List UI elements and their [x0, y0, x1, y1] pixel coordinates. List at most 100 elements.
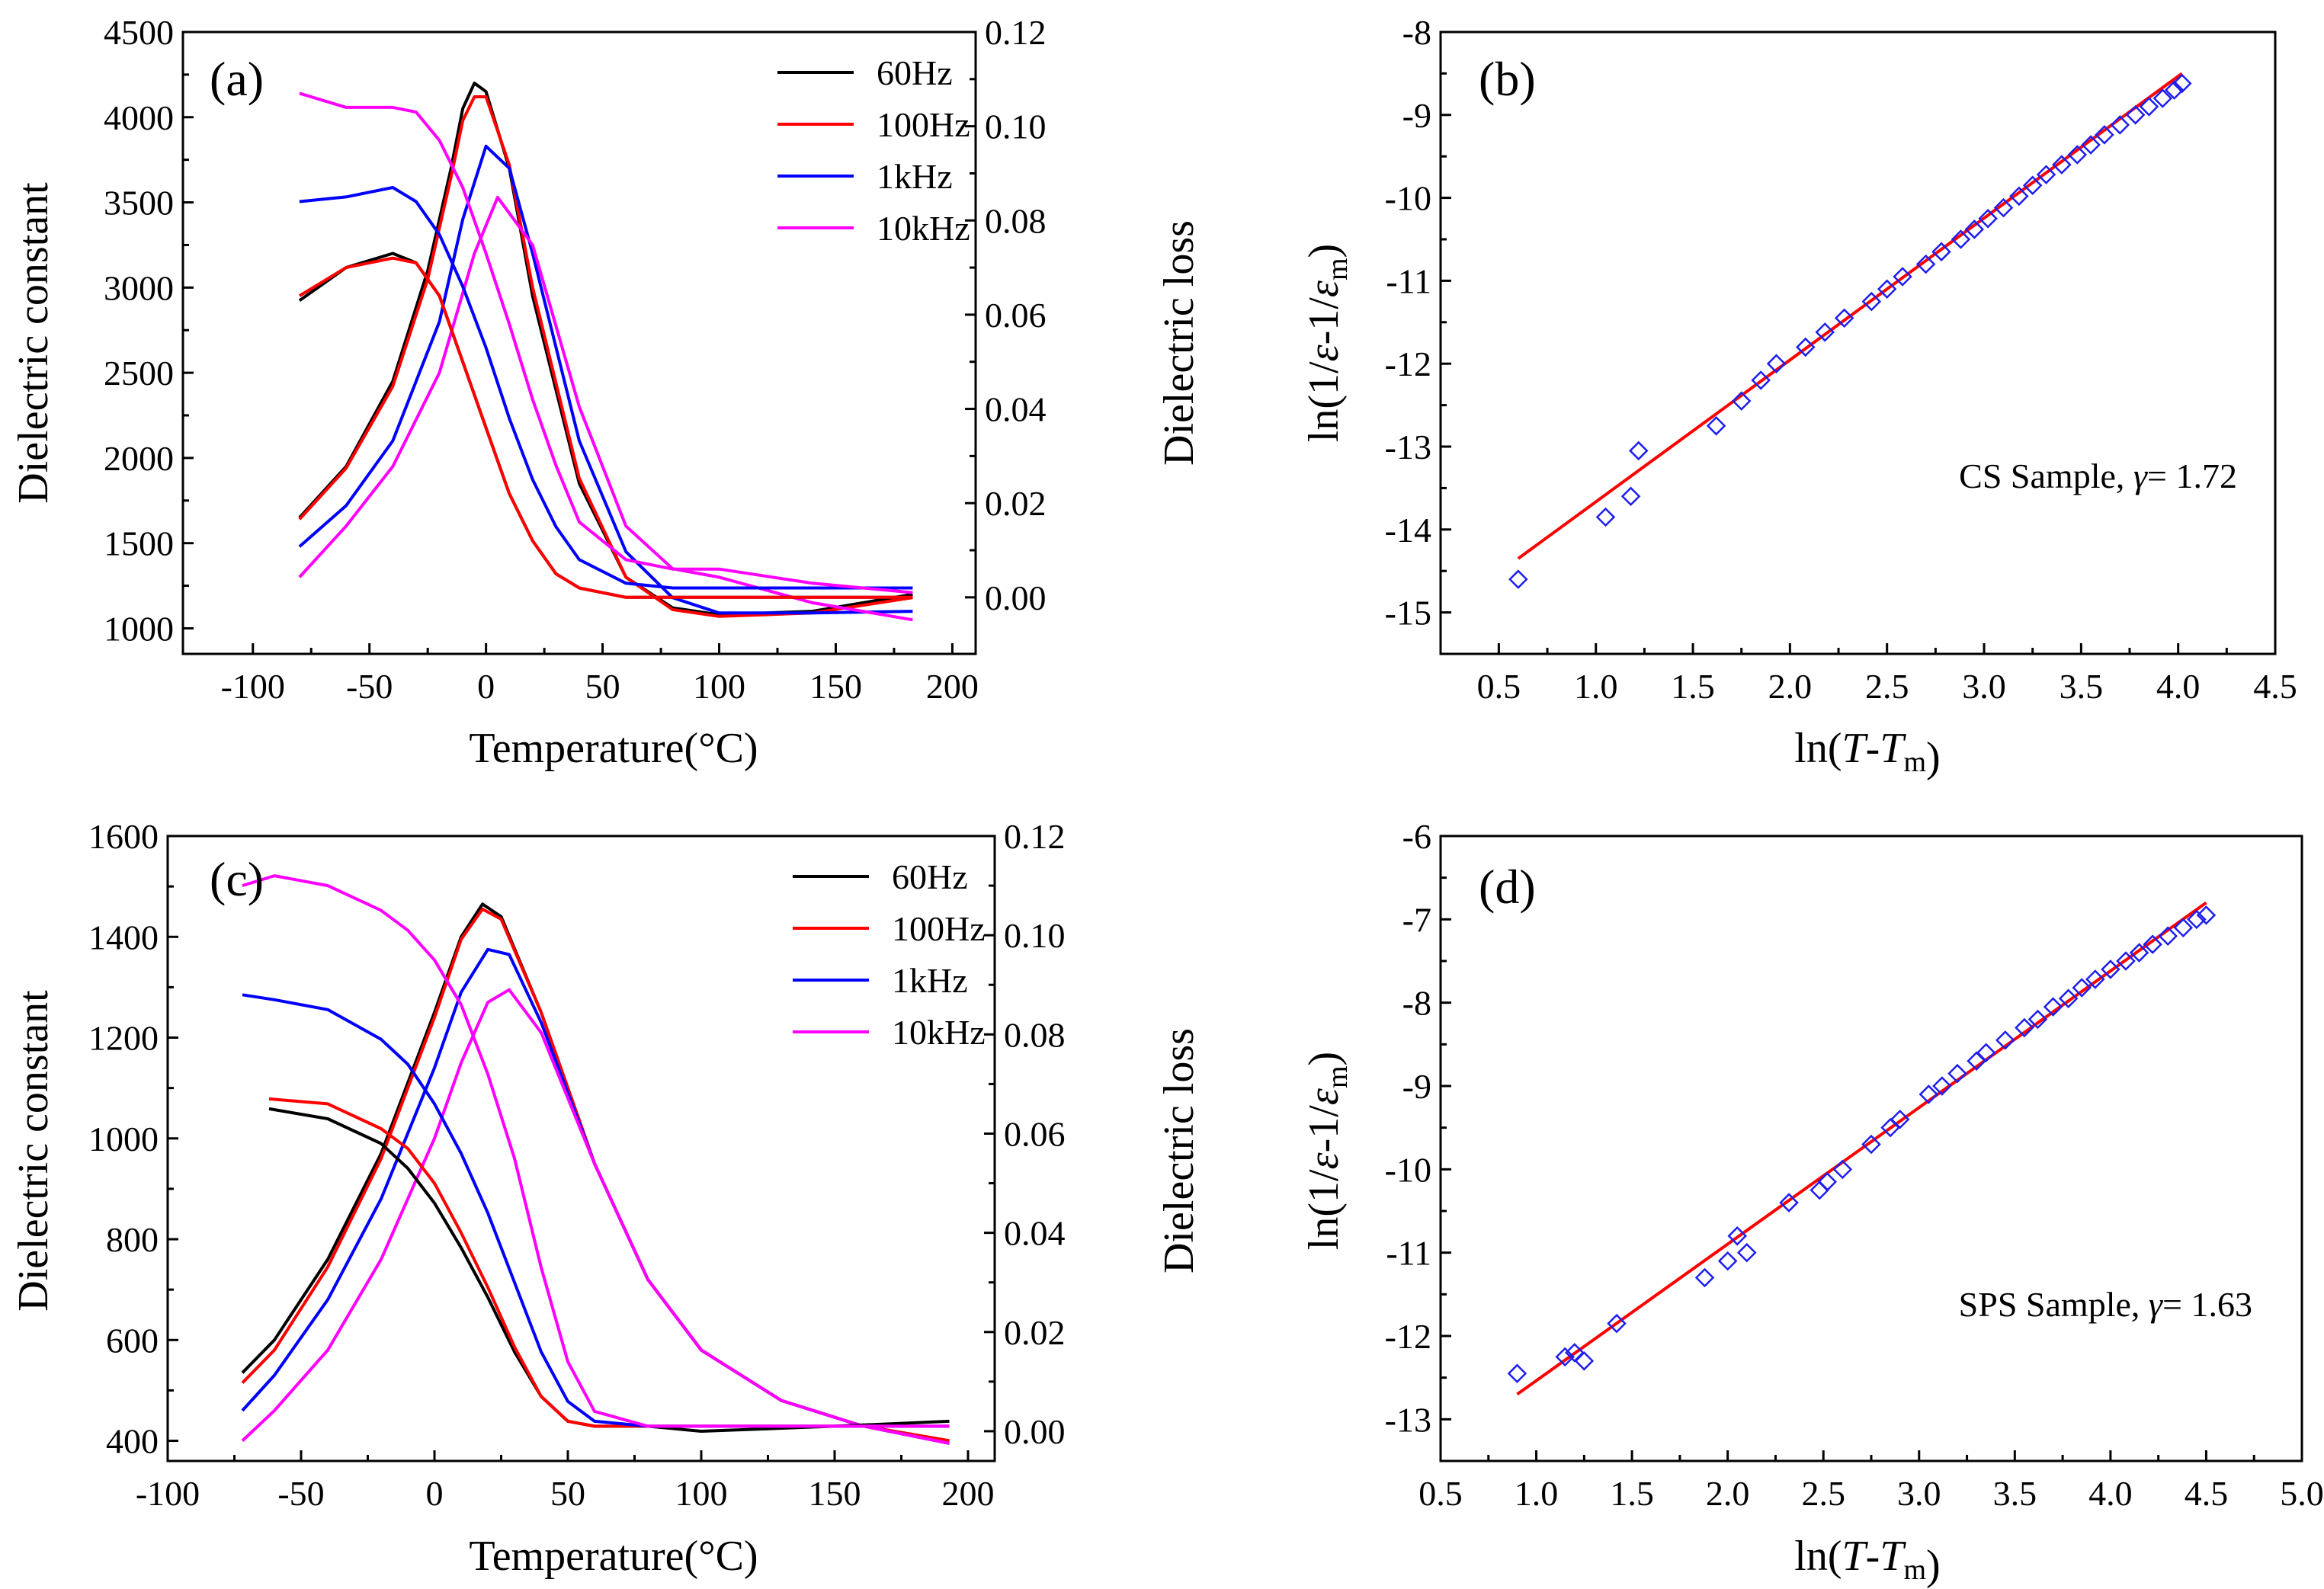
legend-label-c: 60Hz: [892, 857, 968, 896]
y-tick-label-b: -15: [1385, 594, 1431, 633]
y-tick-label-b: -9: [1402, 96, 1431, 135]
series-line-a-loss-100hz: [298, 256, 913, 599]
y-tick-label-a: 4500: [104, 13, 174, 52]
y2-tick-label-a: 0.06: [985, 296, 1047, 335]
annotation-gamma: γ: [2149, 1285, 2164, 1324]
y2-tick-label-c: 0.00: [1004, 1412, 1066, 1451]
panel-c-chart: -100 -50 0 50 100 150 200 400 600 800 1000 1200 1400…: [10, 817, 1203, 1580]
x-tick-label-a: 200: [926, 667, 979, 706]
y-axis-title-part: m: [1322, 258, 1354, 280]
data-point-d: [1919, 1084, 1939, 1104]
series-line-c-constant-1khz: [241, 947, 950, 1445]
y-axis-title-part: ε: [1300, 1152, 1348, 1169]
y-tick-label-b: -10: [1385, 179, 1431, 218]
data-point-b: [1508, 569, 1528, 589]
series-line-a-constant-100hz: [298, 95, 913, 618]
data-point-b: [1795, 337, 1816, 357]
x-tick-label-b: 2.0: [1768, 667, 1813, 706]
data-point-b: [1706, 416, 1726, 436]
y-tick-label-c: 1600: [88, 817, 159, 856]
x-axis-title-b: ln(T-Tm): [1794, 725, 1940, 781]
legend-label-c: 1kHz: [892, 961, 968, 1000]
series-line-c-constant-60hz: [241, 902, 950, 1443]
data-point-b: [1893, 267, 1912, 287]
data-point-b: [2009, 186, 2029, 207]
panel-a-chart: -100 -50 0 50 100 150 200 1000 1500 2000 2500 3000 3…: [10, 13, 1203, 772]
data-point-b: [1731, 391, 1752, 411]
data-point-b: [1751, 370, 1771, 390]
data-point-d: [1727, 1226, 1747, 1246]
x-axis-title-part: ): [1926, 1542, 1941, 1589]
y2-tick-label-c: 0.12: [1004, 817, 1066, 856]
panel-label-a: (a): [210, 52, 264, 106]
x-tick-label-d: 2.5: [1801, 1474, 1845, 1513]
data-point-b: [2164, 80, 2185, 100]
x-tick-label-d: 1.5: [1610, 1474, 1654, 1513]
y2-tick-label-c: 0.06: [1004, 1114, 1066, 1153]
series-line-a-loss-60hz: [298, 251, 913, 599]
data-point-d: [1947, 1063, 1967, 1084]
data-point-b: [2139, 97, 2159, 117]
panel-label-d: (d): [1479, 860, 1536, 914]
y-axis-title-part: -1/: [1300, 1105, 1348, 1153]
data-point-b: [1951, 229, 1971, 249]
x-tick-label-a: 150: [809, 667, 862, 706]
data-point-d: [1832, 1159, 1853, 1180]
y-axis-title-c: Dielectric constant: [10, 990, 57, 1312]
series-line-c-loss-1khz: [242, 993, 950, 1428]
data-point-d: [1507, 1363, 1527, 1383]
data-point-d: [1607, 1313, 1627, 1334]
y2-tick-label-c: 0.10: [1004, 916, 1066, 955]
data-point-d: [2187, 909, 2207, 930]
x-axis-title-part: ln(: [1794, 1533, 1842, 1580]
series-line-c-loss-60hz: [268, 1107, 950, 1433]
data-point-d: [1779, 1193, 1799, 1213]
legend-label-c: 100Hz: [892, 909, 986, 948]
x-tick-label-d: 0.5: [1418, 1474, 1463, 1513]
data-point-b: [2067, 145, 2088, 165]
y-tick-label-d: -8: [1402, 984, 1431, 1023]
y-tick-label-a: 1500: [104, 524, 174, 563]
x-axis-title-part: T: [1842, 1533, 1869, 1580]
series-line-c-loss-100hz: [268, 1097, 950, 1428]
data-point-b: [1834, 308, 1854, 328]
y2-tick-label-c: 0.08: [1004, 1015, 1066, 1054]
series-line-c-constant-100hz: [241, 907, 950, 1443]
x-tick-label-b: 0.5: [1477, 667, 1521, 706]
x-axis-title-c: Temperature(°C): [469, 1533, 758, 1580]
legend-label-a: 100Hz: [877, 105, 970, 144]
y-axis-title-d: ln(1/ε-1/εm): [1300, 1052, 1354, 1250]
data-point-d: [1976, 1043, 1996, 1063]
x-tick-label-c: 200: [942, 1474, 995, 1513]
data-point-b: [2110, 115, 2130, 135]
data-point-d: [2196, 905, 2217, 925]
y2-tick-label-a: 0.04: [985, 390, 1047, 429]
y-axis-title-part: ): [1300, 1052, 1348, 1066]
y-tick-label-d: -11: [1386, 1234, 1431, 1273]
y2-axis-title-a: Dielectric loss: [1156, 220, 1203, 466]
data-point-d: [2101, 959, 2120, 979]
x-axis-title-part: m: [1903, 746, 1926, 778]
x-axis-title-part: T: [1880, 725, 1906, 772]
x-tick-label-d: 3.5: [1993, 1474, 2037, 1513]
series-line-a-loss-10khz: [299, 91, 913, 594]
x-tick-label-a: 0: [477, 667, 495, 706]
data-point-d: [1737, 1242, 1757, 1263]
y2-tick-label-a: 0.02: [985, 484, 1047, 523]
x-tick-label-c: -100: [136, 1474, 200, 1513]
data-point-b: [2036, 165, 2056, 184]
y2-axis-title-c: Dielectric loss: [1156, 1028, 1203, 1273]
plot-frame-b: [1439, 30, 2277, 655]
y2-tick-label-a: 0.08: [985, 201, 1047, 240]
x-tick-label-d: 5.0: [2280, 1474, 2324, 1513]
x-tick-label-b: 3.0: [1962, 667, 2006, 706]
x-axis-title-d: ln(T-Tm): [1794, 1533, 1940, 1589]
legend-label-a: 10kHz: [877, 209, 970, 248]
data-point-b: [2022, 175, 2043, 196]
x-tick-label-c: 150: [809, 1474, 861, 1513]
data-point-d: [1694, 1267, 1715, 1288]
legend-label-a: 1kHz: [877, 157, 953, 196]
y-tick-label-d: -9: [1402, 1067, 1431, 1106]
y-axis-title-b: ln(1/ε-1/εm): [1300, 244, 1354, 442]
series-line-c-loss-10khz: [242, 874, 950, 1428]
